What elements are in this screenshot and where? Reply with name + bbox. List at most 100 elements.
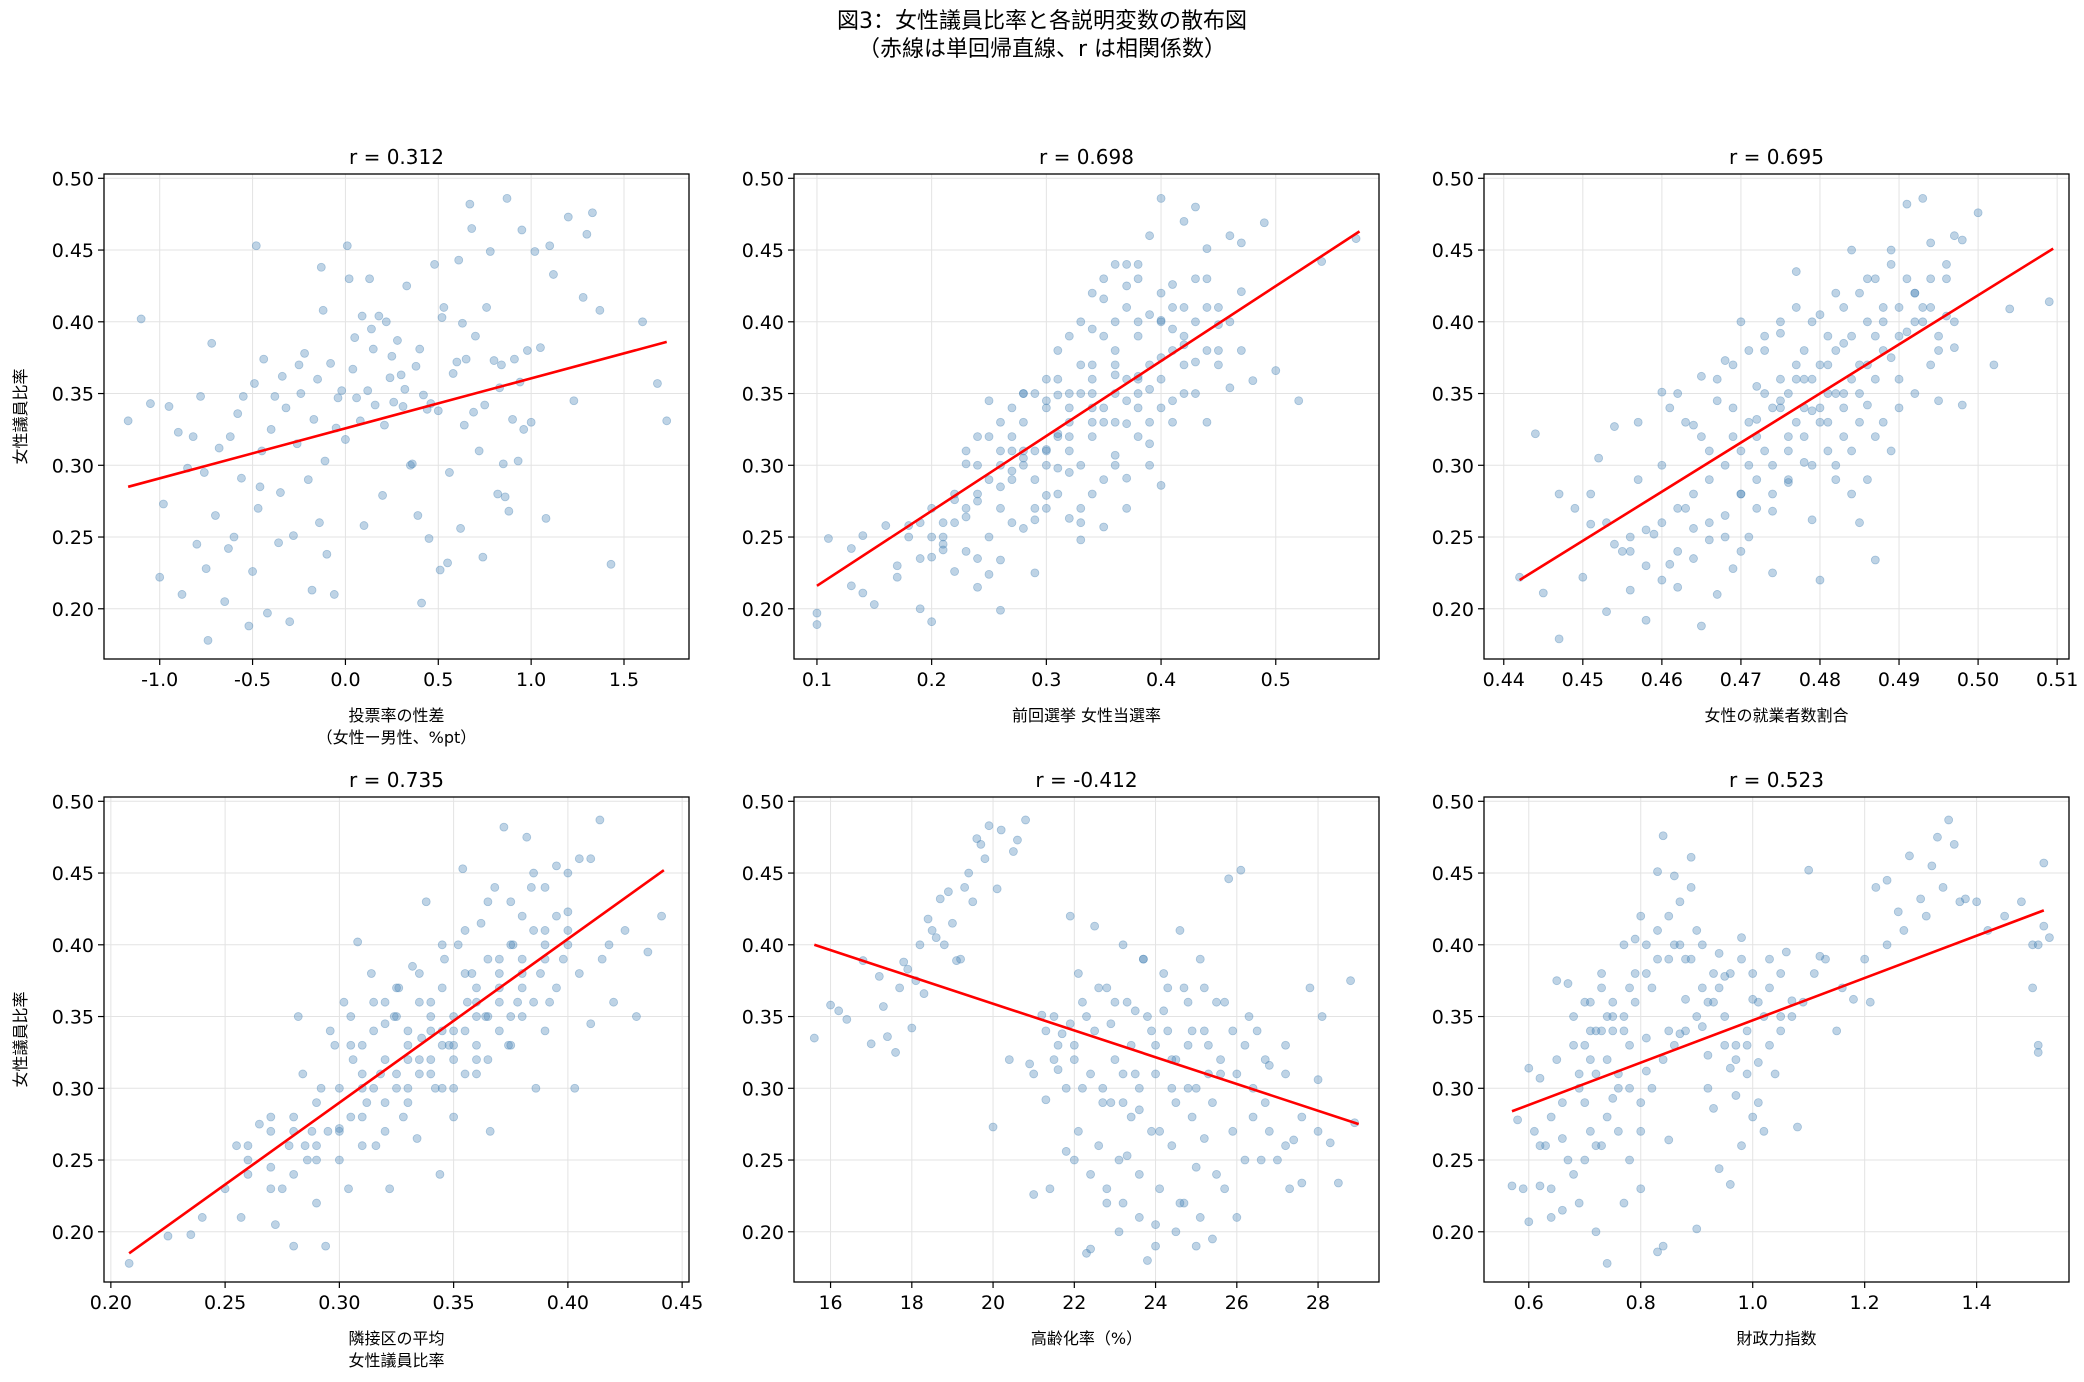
scatter-point xyxy=(1102,1198,1112,1208)
scatter-point xyxy=(199,468,209,477)
scatter-point xyxy=(1815,360,1825,370)
scatter-point xyxy=(1918,317,1928,327)
scatter-point xyxy=(346,1040,356,1050)
scatter-point xyxy=(1240,1155,1250,1165)
scatter-point xyxy=(984,821,994,831)
scatter-panel-3: 0.44 0.45 0.46 0.47 0.48 0.49 0.50 0.51 0.20 0.25… xyxy=(1432,145,2079,725)
scatter-point xyxy=(508,414,517,424)
y-tick-label: 0.50 xyxy=(1432,168,1474,190)
scatter-point xyxy=(1823,446,1833,456)
scatter-point xyxy=(950,567,959,576)
scatter-point xyxy=(1086,1244,1095,1254)
scatter-point xyxy=(1725,969,1735,978)
scatter-point xyxy=(1134,1083,1144,1093)
scatter-point xyxy=(1133,317,1143,327)
scatter-point xyxy=(1159,969,1169,978)
scatter-point xyxy=(459,420,469,430)
scatter-point xyxy=(1524,1063,1534,1073)
scatter-point xyxy=(334,1155,344,1165)
scatter-point xyxy=(638,317,647,327)
regression-line xyxy=(816,230,1361,587)
scatter-point xyxy=(454,255,464,265)
y-tick-label: 0.40 xyxy=(742,935,784,957)
scatter-point xyxy=(426,1055,436,1064)
scatter-point xyxy=(1133,274,1143,284)
scatter-point xyxy=(1799,374,1809,384)
y-tick-label: 0.25 xyxy=(52,1150,94,1172)
y-tick-label: 0.20 xyxy=(1432,1222,1474,1244)
scatter-point xyxy=(1552,976,1562,986)
y-tick-label: 0.20 xyxy=(1432,599,1474,621)
scatter-point xyxy=(1030,475,1040,485)
scatter-point xyxy=(1664,954,1674,964)
scatter-point xyxy=(352,393,361,403)
scatter-point xyxy=(1697,983,1707,993)
scatter-point xyxy=(426,997,436,1007)
scatter-point xyxy=(497,360,506,370)
scatter-point xyxy=(1847,489,1857,499)
scatter-point xyxy=(333,393,343,403)
scatter-point xyxy=(196,392,205,401)
scatter-point xyxy=(387,351,397,361)
scatter-point xyxy=(643,947,653,957)
scatter-point xyxy=(334,1126,344,1136)
scatter-point xyxy=(393,336,402,345)
scatter-point xyxy=(1102,983,1112,993)
scatter-point xyxy=(424,534,434,543)
scatter-point xyxy=(1894,303,1904,312)
scatter-point xyxy=(1641,615,1651,625)
scatter-point xyxy=(1815,403,1825,413)
scatter-point xyxy=(1696,371,1706,381)
scatter-point xyxy=(173,427,183,437)
scatter-point xyxy=(1753,1058,1763,1067)
scatter-point xyxy=(483,1012,493,1021)
scatter-point xyxy=(1973,208,1983,218)
scatter-point xyxy=(1087,389,1097,398)
scatter-point xyxy=(1585,997,1595,1007)
scatter-point xyxy=(244,621,254,631)
scatter-point xyxy=(471,331,480,341)
scatter-point xyxy=(1019,453,1028,463)
scatter-point xyxy=(1832,1026,1842,1036)
scatter-point xyxy=(1530,429,1540,439)
scatter-point xyxy=(1815,310,1825,320)
scatter-point xyxy=(1636,1098,1646,1108)
scatter-point xyxy=(1557,1098,1567,1108)
scatter-point xyxy=(1737,954,1746,964)
scatter-point xyxy=(1118,1098,1128,1108)
scatter-point xyxy=(326,359,335,368)
scatter-point xyxy=(1720,1040,1730,1050)
scatter-point xyxy=(541,513,551,523)
scatter-point xyxy=(569,396,579,406)
scatter-point xyxy=(1019,417,1028,427)
scatter-point xyxy=(1122,419,1132,429)
scatter-point xyxy=(186,1230,196,1240)
scatter-point xyxy=(1138,954,1148,964)
scatter-point xyxy=(1613,1083,1623,1093)
scatter-point xyxy=(545,241,555,251)
scatter-point xyxy=(494,1026,504,1036)
scatter-point xyxy=(348,1055,358,1064)
scatter-point xyxy=(1768,568,1777,578)
scatter-point xyxy=(1641,969,1651,978)
scatter-point xyxy=(367,324,376,334)
scatter-point xyxy=(1934,346,1943,355)
scatter-point xyxy=(1151,1040,1160,1050)
scatter-point xyxy=(1720,511,1730,520)
scatter-point xyxy=(1191,357,1200,367)
y-tick-label: 0.30 xyxy=(52,1078,94,1100)
scatter-point xyxy=(408,961,417,971)
scatter-point xyxy=(1720,971,1730,981)
scatter-point xyxy=(540,940,550,950)
scatter-point xyxy=(1580,997,1590,1007)
scatter-point xyxy=(1636,911,1646,921)
scatter-point xyxy=(1013,835,1022,845)
scatter-point xyxy=(430,1083,440,1093)
scatter-point xyxy=(1236,346,1246,355)
scatter-point xyxy=(1744,346,1754,355)
scatter-point xyxy=(365,274,374,284)
scatter-point xyxy=(1731,1040,1741,1050)
scatter-point xyxy=(1731,1055,1741,1064)
scatter-point xyxy=(1232,1213,1242,1222)
